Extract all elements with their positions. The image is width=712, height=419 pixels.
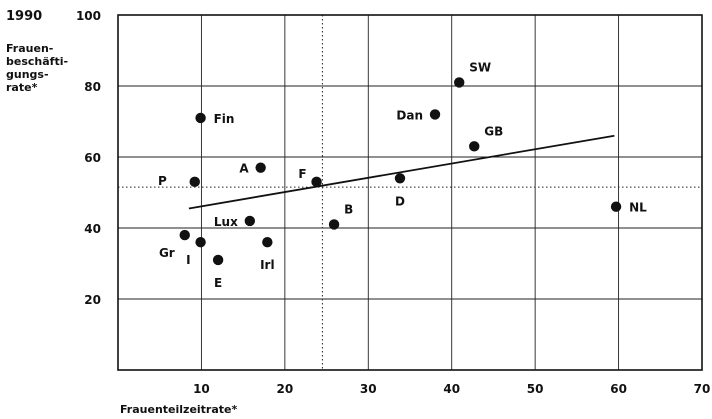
point-label: D bbox=[395, 194, 405, 208]
y-tick-label: 80 bbox=[84, 80, 101, 94]
data-point bbox=[195, 237, 206, 248]
point-label: Dan bbox=[396, 108, 423, 122]
x-tick-label: 20 bbox=[277, 382, 294, 396]
data-point bbox=[262, 237, 273, 248]
x-tick-label: 70 bbox=[694, 382, 711, 396]
point-label: B bbox=[344, 202, 353, 216]
point-label: F bbox=[298, 167, 306, 181]
point-label: E bbox=[214, 276, 222, 290]
x-axis-label: Frauenteilzeitrate* bbox=[120, 403, 237, 416]
data-point bbox=[179, 229, 190, 241]
data-point bbox=[429, 109, 441, 120]
point-label: P bbox=[158, 174, 167, 188]
y-axis-label-line: gungs- bbox=[6, 68, 49, 81]
point-label: A bbox=[239, 162, 249, 176]
y-axis-label-line: rate* bbox=[6, 81, 38, 94]
x-tick-label: 10 bbox=[193, 382, 210, 396]
year-label: 1990 bbox=[6, 9, 42, 24]
point-label: Lux bbox=[214, 215, 238, 229]
point-label: I bbox=[186, 253, 190, 267]
x-tick-label: 40 bbox=[443, 382, 460, 396]
data-point bbox=[328, 219, 340, 230]
point-label: SW bbox=[469, 60, 491, 74]
y-tick-label: 40 bbox=[84, 222, 101, 236]
point-label: Irl bbox=[260, 258, 275, 272]
data-point bbox=[311, 176, 322, 188]
y-tick-label: 60 bbox=[84, 151, 101, 165]
point-label: Fin bbox=[214, 112, 235, 126]
data-point bbox=[454, 77, 465, 88]
point-label: NL bbox=[629, 201, 647, 215]
data-point bbox=[469, 141, 480, 152]
x-tick-label: 60 bbox=[610, 382, 627, 396]
y-tick-label: 20 bbox=[84, 293, 101, 307]
data-point bbox=[394, 173, 406, 184]
y-tick-label: 100 bbox=[76, 9, 101, 23]
data-point bbox=[212, 254, 224, 266]
y-axis-label-line: beschäfti- bbox=[6, 55, 68, 68]
y-axis-label: Frauen-beschäfti-gungs-rate* bbox=[6, 42, 68, 94]
x-tick-label: 30 bbox=[360, 382, 377, 396]
x-tick-label: 50 bbox=[527, 382, 544, 396]
data-point bbox=[255, 162, 266, 173]
point-label: GB bbox=[484, 124, 503, 138]
plot-frame bbox=[117, 14, 703, 371]
point-label: Gr bbox=[159, 246, 175, 260]
plot-area: 10 20 30 40 50 60 70 20 40 60 80 100 SW Dan Fin GB A D F P N… bbox=[76, 9, 710, 396]
data-point bbox=[244, 215, 256, 227]
trend-line bbox=[188, 134, 615, 210]
data-point bbox=[189, 176, 200, 188]
y-axis-label-line: Frauen- bbox=[6, 42, 53, 55]
data-point bbox=[195, 112, 206, 124]
data-point bbox=[610, 201, 622, 212]
